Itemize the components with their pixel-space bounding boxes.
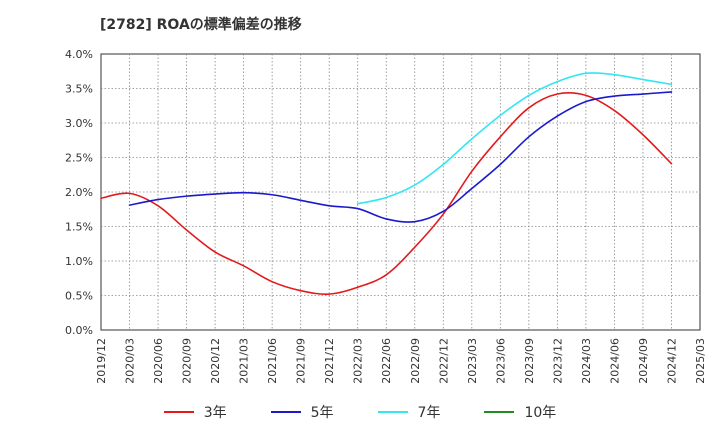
x-tick-label: 2021/09 xyxy=(295,338,308,384)
legend-swatch-10y xyxy=(484,411,515,413)
legend-item-7y: 7年 xyxy=(377,402,441,422)
x-tick-label: 2022/03 xyxy=(352,338,365,384)
x-tick-label: 2022/06 xyxy=(380,338,393,384)
x-tick-label: 2019/12 xyxy=(95,338,108,384)
x-tick-label: 2022/12 xyxy=(437,338,450,384)
x-tick-label: 2021/06 xyxy=(266,338,279,384)
chart-title: [2782] ROAの標準偏差の推移 xyxy=(100,17,302,33)
x-tick-label: 2024/12 xyxy=(665,338,678,384)
legend-item-3y: 3年 xyxy=(163,402,227,422)
legend-swatch-5y xyxy=(270,411,301,413)
x-tick-label: 2020/03 xyxy=(124,338,137,384)
legend-label-3y: 3年 xyxy=(203,405,227,421)
x-tick-label: 2021/03 xyxy=(238,338,251,384)
x-tick-label: 2024/06 xyxy=(608,338,621,384)
series-line-5y xyxy=(128,91,673,223)
x-tick-label: 2024/09 xyxy=(637,338,650,384)
line-chart: 0.0% 0.5% 1.0% 1.5% 2.0% 2.5% 3.0% 3.5% 4.0% 2019… xyxy=(65,48,707,384)
x-tick-label: 2023/09 xyxy=(523,338,536,384)
y-tick-label: 2.0% xyxy=(65,186,93,199)
x-tick-label: 2020/06 xyxy=(152,338,165,384)
x-tick-label: 2024/03 xyxy=(580,338,593,384)
y-tick-label: 3.0% xyxy=(65,117,93,130)
legend-item-5y: 5年 xyxy=(270,402,334,422)
y-tick-label: 1.5% xyxy=(65,221,93,234)
y-tick-label: 1.0% xyxy=(65,255,93,268)
series-line-3y xyxy=(100,92,673,296)
x-tick-label: 2020/09 xyxy=(181,338,194,384)
legend-item-10y: 10年 xyxy=(484,402,556,422)
x-tick-label: 2023/12 xyxy=(551,338,564,384)
y-tick-label: 4.0% xyxy=(65,48,93,61)
x-tick-label: 2020/12 xyxy=(209,338,222,384)
y-tick-label: 3.5% xyxy=(65,83,93,96)
x-tick-label: 2021/12 xyxy=(323,338,336,384)
legend-label-7y: 7年 xyxy=(417,405,441,421)
chart-legend: 3年 5年 7年 10年 xyxy=(0,402,720,422)
x-tick-label: 2022/09 xyxy=(409,338,422,384)
legend-swatch-7y xyxy=(377,411,408,413)
x-tick-label: 2025/03 xyxy=(694,338,707,384)
y-tick-label: 2.5% xyxy=(65,152,93,165)
legend-label-10y: 10年 xyxy=(524,405,557,421)
x-tick-label: 2023/03 xyxy=(466,338,479,384)
legend-swatch-3y xyxy=(163,411,194,413)
legend-label-5y: 5年 xyxy=(310,405,334,421)
y-tick-label: 0.5% xyxy=(65,290,93,303)
y-tick-label: 0.0% xyxy=(65,324,93,337)
x-tick-label: 2023/06 xyxy=(494,338,507,384)
series-line-7y xyxy=(356,72,673,205)
